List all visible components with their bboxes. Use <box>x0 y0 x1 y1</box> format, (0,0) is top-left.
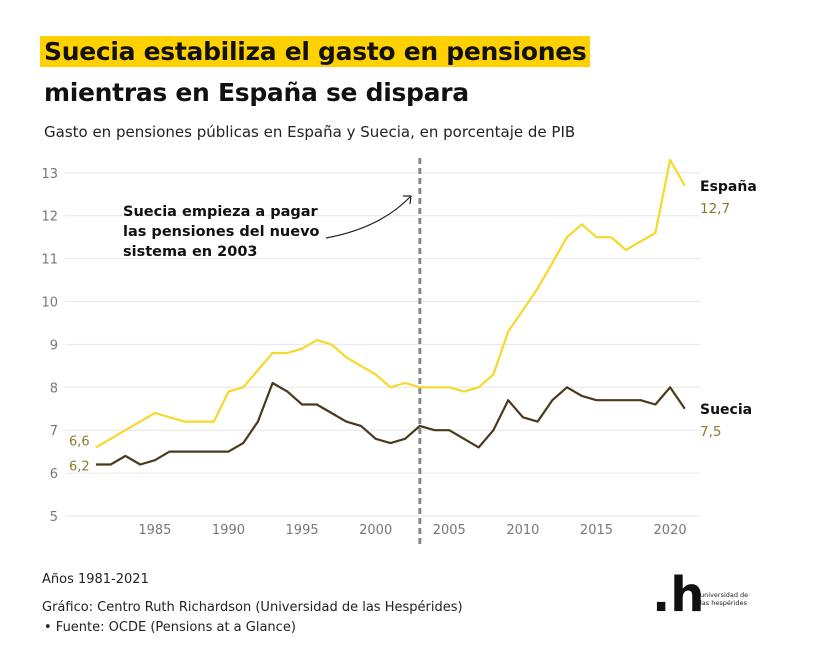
title-line-1: Suecia estabiliza el gasto en pensiones <box>40 36 591 67</box>
start-value-label: 6,6 <box>69 434 90 449</box>
annotation-arrowhead <box>403 195 412 205</box>
annotation-text: las pensiones del nuevo <box>123 224 320 240</box>
y-tick-label: 9 <box>50 338 58 353</box>
y-tick-label: 12 <box>41 210 58 225</box>
x-tick-label: 2000 <box>359 523 392 538</box>
start-value-label: 6,2 <box>69 460 90 475</box>
footer-source: • Fuente: OCDE (Pensions at a Glance) <box>44 620 296 635</box>
end-value-label: 12,7 <box>700 201 730 217</box>
x-tick-label: 1985 <box>138 523 171 538</box>
y-tick-label: 11 <box>41 253 58 268</box>
y-tick-label: 5 <box>50 510 58 525</box>
series-name-label: Suecia <box>700 402 752 418</box>
footer-years: Años 1981-2021 <box>42 572 149 587</box>
y-tick-label: 6 <box>50 467 58 482</box>
title-line-2: mientras en España se dispara <box>44 78 469 107</box>
logo-text: universidad de las hespérides <box>700 591 749 607</box>
x-tick-label: 2020 <box>654 523 687 538</box>
footer-credit: Gráfico: Centro Ruth Richardson (Univers… <box>42 600 463 615</box>
x-tick-label: 2005 <box>433 523 466 538</box>
logo-mark: .h <box>652 567 705 623</box>
x-tick-label: 2015 <box>580 523 613 538</box>
y-tick-label: 13 <box>41 167 58 182</box>
y-tick-label: 10 <box>41 296 58 311</box>
annotation-text: Suecia empieza a pagar <box>123 204 319 220</box>
y-tick-label: 8 <box>50 381 58 396</box>
x-tick-label: 2010 <box>506 523 539 538</box>
series-name-label: España <box>700 179 757 195</box>
end-value-label: 7,5 <box>700 424 721 440</box>
x-tick-label: 1990 <box>212 523 245 538</box>
university-logo: .h universidad de las hespérides <box>652 567 748 623</box>
series-line-suecia <box>96 381 686 466</box>
x-tick-label: 1995 <box>286 523 319 538</box>
annotation-arrow <box>325 196 411 239</box>
subtitle: Gasto en pensiones públicas en España y … <box>44 123 576 141</box>
annotation-text: sistema en 2003 <box>123 244 258 260</box>
y-tick-label: 7 <box>50 424 58 439</box>
